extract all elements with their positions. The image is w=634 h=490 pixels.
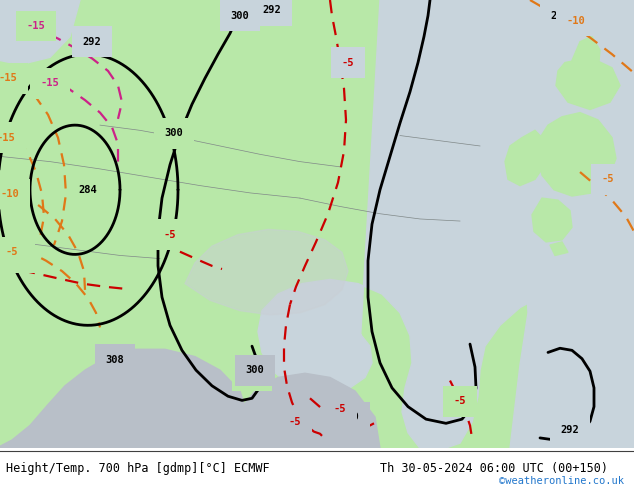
Text: -5: -5: [164, 230, 176, 240]
Polygon shape: [532, 198, 572, 242]
Polygon shape: [505, 130, 545, 186]
Text: 300: 300: [231, 11, 249, 21]
Text: -5: -5: [342, 57, 354, 68]
Polygon shape: [335, 19, 358, 38]
Polygon shape: [550, 242, 568, 255]
Text: Th 30-05-2024 06:00 UTC (00+150): Th 30-05-2024 06:00 UTC (00+150): [380, 462, 609, 475]
Text: 308: 308: [106, 355, 124, 365]
Polygon shape: [556, 57, 620, 109]
Text: 284: 284: [79, 185, 98, 195]
Polygon shape: [510, 0, 634, 448]
Polygon shape: [258, 0, 634, 448]
Text: Height/Temp. 700 hPa [gdmp][°C] ECMWF: Height/Temp. 700 hPa [gdmp][°C] ECMWF: [6, 462, 270, 475]
Polygon shape: [572, 36, 600, 85]
Text: 300: 300: [243, 370, 261, 380]
Polygon shape: [185, 229, 348, 315]
Text: -5: -5: [333, 404, 346, 414]
Text: -0: -0: [12, 252, 24, 263]
Polygon shape: [0, 0, 80, 65]
Text: -15: -15: [0, 73, 17, 83]
Text: -5: -5: [288, 417, 301, 427]
Text: -5: -5: [602, 174, 614, 184]
Text: 300: 300: [245, 365, 264, 375]
Text: 292: 292: [560, 424, 579, 435]
Polygon shape: [280, 46, 302, 63]
Text: -15: -15: [0, 133, 15, 143]
Polygon shape: [308, 31, 330, 50]
Text: -5: -5: [6, 247, 18, 257]
Polygon shape: [200, 373, 380, 448]
Text: 292: 292: [550, 11, 569, 21]
Polygon shape: [538, 113, 616, 196]
Text: -15: -15: [41, 78, 60, 88]
Text: 300: 300: [165, 128, 183, 139]
Text: -5: -5: [454, 396, 466, 406]
Text: -10: -10: [1, 189, 20, 199]
Text: 292: 292: [262, 5, 281, 15]
Text: ©weatheronline.co.uk: ©weatheronline.co.uk: [500, 476, 624, 486]
Text: 292: 292: [82, 37, 101, 47]
Polygon shape: [0, 349, 250, 448]
Text: 300: 300: [340, 412, 359, 422]
Text: -10: -10: [567, 16, 585, 26]
Text: -15: -15: [27, 21, 46, 31]
